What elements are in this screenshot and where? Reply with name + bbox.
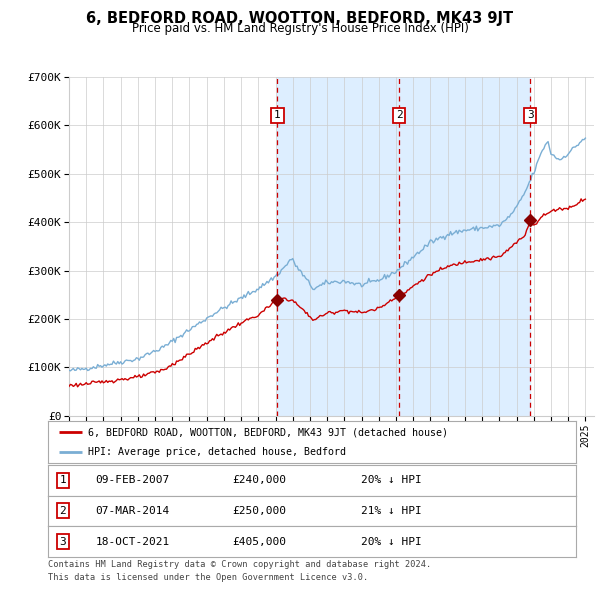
- Text: Price paid vs. HM Land Registry's House Price Index (HPI): Price paid vs. HM Land Registry's House …: [131, 22, 469, 35]
- Text: 09-FEB-2007: 09-FEB-2007: [95, 476, 170, 485]
- Text: 2: 2: [396, 110, 403, 120]
- Text: 07-MAR-2014: 07-MAR-2014: [95, 506, 170, 516]
- Text: Contains HM Land Registry data © Crown copyright and database right 2024.: Contains HM Land Registry data © Crown c…: [48, 560, 431, 569]
- Text: 3: 3: [527, 110, 533, 120]
- Text: 20% ↓ HPI: 20% ↓ HPI: [361, 476, 422, 485]
- Text: 20% ↓ HPI: 20% ↓ HPI: [361, 537, 422, 546]
- Text: 1: 1: [274, 110, 281, 120]
- Bar: [277, 77, 530, 416]
- Text: £405,000: £405,000: [232, 537, 286, 546]
- Text: This data is licensed under the Open Government Licence v3.0.: This data is licensed under the Open Gov…: [48, 573, 368, 582]
- Text: 1: 1: [59, 476, 66, 485]
- Text: 18-OCT-2021: 18-OCT-2021: [95, 537, 170, 546]
- Text: 3: 3: [59, 537, 66, 546]
- Text: 2: 2: [59, 506, 66, 516]
- Text: 6, BEDFORD ROAD, WOOTTON, BEDFORD, MK43 9JT (detached house): 6, BEDFORD ROAD, WOOTTON, BEDFORD, MK43 …: [88, 427, 448, 437]
- Text: HPI: Average price, detached house, Bedford: HPI: Average price, detached house, Bedf…: [88, 447, 346, 457]
- Text: 6, BEDFORD ROAD, WOOTTON, BEDFORD, MK43 9JT: 6, BEDFORD ROAD, WOOTTON, BEDFORD, MK43 …: [86, 11, 514, 25]
- Text: £250,000: £250,000: [232, 506, 286, 516]
- Text: 21% ↓ HPI: 21% ↓ HPI: [361, 506, 422, 516]
- Text: £240,000: £240,000: [232, 476, 286, 485]
